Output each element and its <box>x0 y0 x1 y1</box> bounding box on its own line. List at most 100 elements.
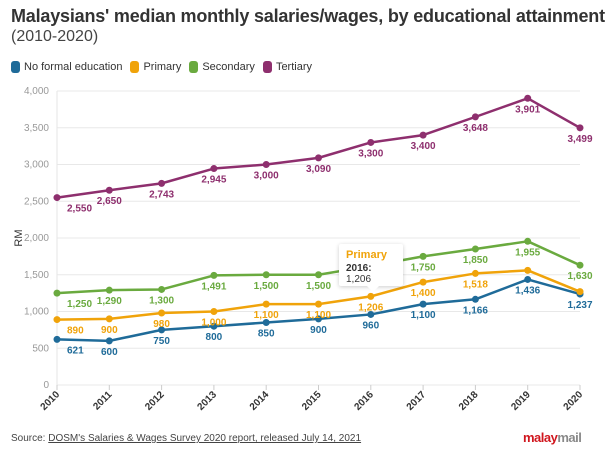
data-label: 1,500 <box>254 281 279 292</box>
data-point <box>524 94 532 102</box>
data-label: 3,901 <box>515 104 540 115</box>
data-label: 1,436 <box>515 285 540 296</box>
data-label: 1,850 <box>463 255 488 266</box>
data-label: 1,955 <box>515 247 540 258</box>
data-point <box>105 286 113 294</box>
data-label: 1,491 <box>201 281 226 292</box>
data-label: 1,100 <box>411 310 436 321</box>
data-label: 3,090 <box>306 164 331 175</box>
x-tick-label: 2015 <box>300 389 324 413</box>
data-point <box>158 326 166 334</box>
data-point <box>158 309 166 317</box>
data-point <box>315 315 322 323</box>
tooltip: Primary 2016: 1,206 <box>339 244 403 292</box>
data-point <box>210 165 218 173</box>
data-label: 2,650 <box>97 196 122 207</box>
data-label: 3,400 <box>411 141 436 152</box>
data-label: 1,166 <box>463 305 488 316</box>
legend-item[interactable]: Primary <box>130 61 181 73</box>
x-tick-label: 2017 <box>405 389 429 413</box>
data-label: 890 <box>67 326 84 337</box>
data-point <box>315 300 322 308</box>
legend-label: No formal education <box>24 61 123 73</box>
data-point <box>419 131 427 139</box>
source-link[interactable]: DOSM's Salaries & Wages Survey 2020 repo… <box>48 433 362 444</box>
data-point <box>53 335 61 343</box>
legend-label: Tertiary <box>275 61 312 73</box>
data-point <box>262 300 270 308</box>
data-label: 1,518 <box>463 279 488 290</box>
data-point <box>419 300 427 308</box>
data-point <box>262 319 270 327</box>
malaymail-logo: malaymail <box>523 430 582 445</box>
legend-label: Secondary <box>202 61 255 73</box>
tooltip-value: 1,206 <box>346 274 372 285</box>
x-tick-label: 2012 <box>143 389 167 413</box>
data-point <box>315 271 322 279</box>
data-point <box>576 124 584 132</box>
data-label: 600 <box>101 347 118 358</box>
data-point <box>576 261 584 269</box>
legend-swatch <box>189 61 199 73</box>
data-point <box>105 186 113 194</box>
data-label: 3,648 <box>463 123 488 134</box>
data-point <box>524 275 532 283</box>
y-tick-label: 1,500 <box>24 270 49 281</box>
x-tick-label: 2010 <box>39 389 63 413</box>
legend-swatch <box>11 61 20 73</box>
x-tick-label: 2016 <box>352 389 376 413</box>
data-point <box>524 266 532 274</box>
data-label: 960 <box>362 320 379 331</box>
data-label: 1,300 <box>149 295 174 306</box>
legend-item[interactable]: Tertiary <box>262 61 312 73</box>
y-tick-label: 0 <box>43 380 49 391</box>
data-label: 900 <box>101 325 118 336</box>
data-point <box>105 315 113 323</box>
data-label: 621 <box>67 345 84 356</box>
data-point <box>315 154 322 162</box>
tooltip-series: Primary <box>346 249 387 261</box>
x-tick-label: 2011 <box>91 389 114 412</box>
series-line <box>56 97 581 199</box>
legend-item[interactable]: Secondary <box>189 61 255 73</box>
data-point <box>105 337 113 345</box>
data-label: 3,499 <box>567 134 592 145</box>
data-point <box>262 271 270 279</box>
data-point <box>262 161 270 168</box>
y-tick-label: 500 <box>32 343 49 354</box>
data-point <box>210 271 218 279</box>
data-point <box>210 308 218 315</box>
y-tick-label: 2,000 <box>24 233 49 244</box>
data-label: 800 <box>206 332 223 343</box>
legend-swatch <box>262 61 272 73</box>
data-point <box>471 295 479 303</box>
y-tick-label: 4,000 <box>24 86 49 97</box>
data-label: 2,550 <box>67 204 92 215</box>
data-label: 3,000 <box>254 171 279 182</box>
legend-item[interactable]: No formal education <box>11 61 122 73</box>
data-point <box>524 237 532 245</box>
data-label: 980 <box>153 319 170 330</box>
data-label: 850 <box>258 329 275 340</box>
data-label: 1,500 <box>306 281 331 292</box>
chart-title: Malaysians' median monthly salaries/wage… <box>11 6 605 26</box>
data-label: 1,100 <box>306 310 331 321</box>
legend: No formal education Primary Secondary Terti… <box>11 61 312 73</box>
x-tick-label: 2020 <box>562 389 586 413</box>
data-label: 2,945 <box>201 175 226 186</box>
data-label: 1,250 <box>67 299 92 310</box>
legend-swatch <box>130 61 140 73</box>
data-point <box>367 292 375 300</box>
legend-label: Primary <box>143 61 182 73</box>
tooltip-year: 2016: <box>346 263 372 274</box>
y-tick-label: 3,500 <box>24 123 49 134</box>
y-tick-label: 2,500 <box>24 196 49 207</box>
data-point <box>367 138 375 146</box>
data-point <box>419 278 427 286</box>
data-point <box>419 252 427 260</box>
x-tick-label: 2019 <box>509 389 533 413</box>
x-tick-label: 2014 <box>248 389 272 413</box>
x-tick-label: 2013 <box>196 389 220 413</box>
